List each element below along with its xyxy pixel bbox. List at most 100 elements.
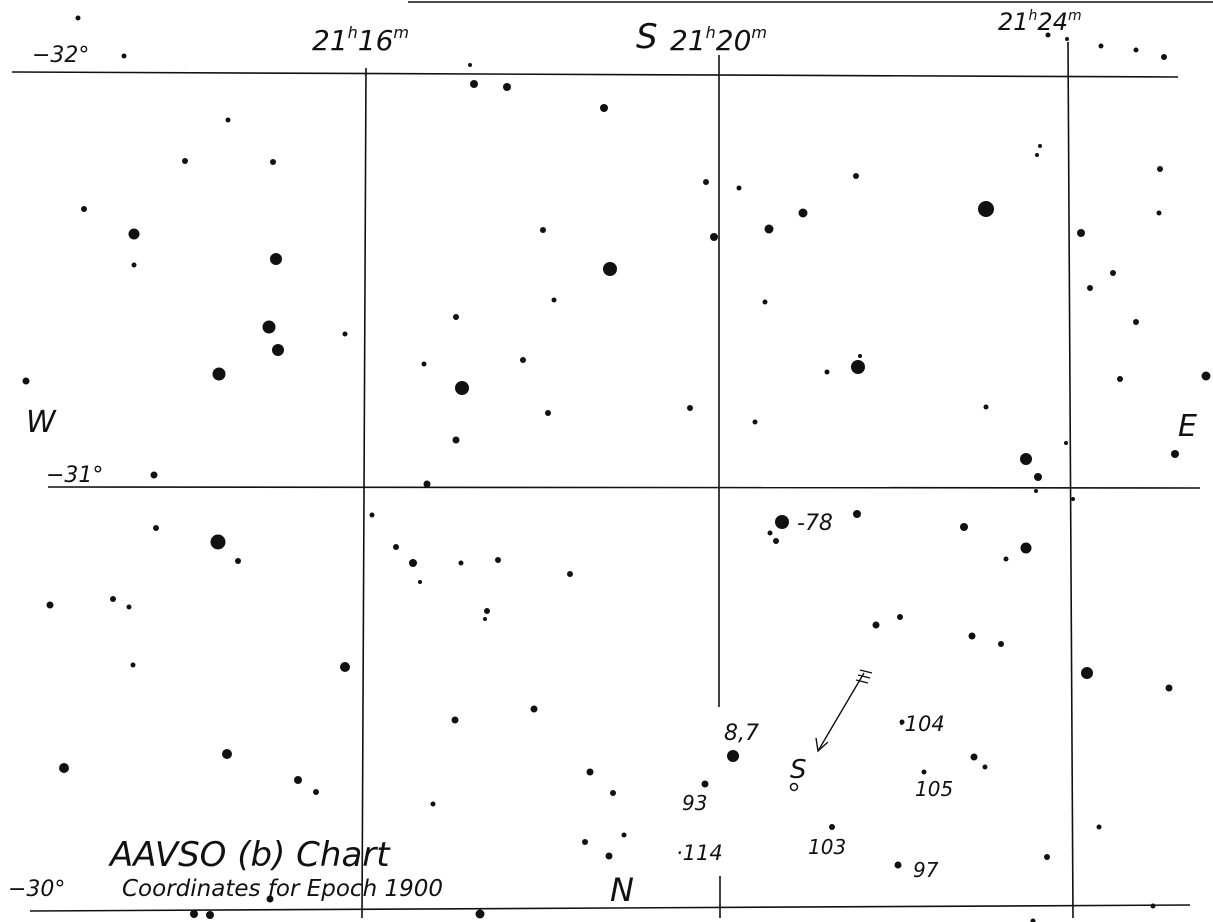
field-star (430, 801, 436, 807)
field-star (610, 790, 616, 796)
ra-label-21h20m: 21h20m (670, 23, 767, 57)
field-star (418, 580, 422, 584)
field-star (313, 789, 319, 795)
field-star (1034, 489, 1038, 493)
field-star (1201, 371, 1211, 381)
field-star (468, 63, 472, 67)
field-star (982, 764, 988, 770)
field-star (483, 617, 487, 621)
field-star (225, 117, 231, 123)
field-star (130, 662, 136, 668)
field-star (1045, 32, 1051, 38)
field-star (921, 769, 927, 775)
field-star (978, 201, 994, 217)
field-star (458, 560, 464, 566)
field-star (1087, 285, 1093, 291)
field-star (342, 331, 348, 337)
field-star (453, 314, 459, 320)
field-star (710, 233, 718, 241)
ra-line-16 (361, 67, 367, 919)
field-star (1020, 453, 1032, 465)
chart-caption: AAVSO (b) Chart Coordinates for Epoch 19… (108, 835, 443, 902)
field-star (851, 360, 865, 374)
field-star (81, 206, 87, 212)
field-star (212, 367, 226, 381)
field-star (603, 262, 617, 276)
field-star (1133, 319, 1139, 325)
field-star (1030, 918, 1036, 922)
field-star (970, 753, 978, 761)
field-star (1081, 667, 1093, 679)
field-star (1096, 824, 1102, 830)
field-star (1035, 153, 1039, 157)
ra-24-minutes: 24 (1037, 8, 1068, 36)
field-stars (22, 15, 1211, 922)
field-star (59, 763, 69, 773)
dec-line-32 (11, 71, 1179, 78)
field-star (46, 601, 54, 609)
variable-star-marker (789, 782, 799, 792)
field-star (899, 719, 905, 725)
chart-title: AAVSO (b) Chart (108, 835, 391, 875)
motion-arrow-feathers (855, 669, 873, 684)
ra-20-hours: 21 (670, 24, 706, 57)
field-star (1150, 903, 1156, 909)
field-star (1065, 37, 1069, 41)
field-star (1020, 542, 1032, 554)
field-star (983, 404, 989, 410)
field-star (470, 80, 478, 88)
field-star (701, 780, 709, 788)
field-star (773, 538, 779, 544)
comparison-labels: -78 8,7 93 ·114 103 ·104 105 97 (676, 511, 953, 882)
direction-south: S (636, 17, 658, 57)
field-star (1110, 270, 1116, 276)
field-star (206, 911, 214, 919)
field-star (798, 208, 808, 218)
comparison-label-105: 105 (915, 777, 953, 801)
field-star (775, 515, 789, 529)
ra-20-m-unit: m (751, 23, 767, 42)
field-star (150, 471, 158, 479)
field-star (340, 662, 350, 672)
ra-16-minutes: 16 (358, 24, 394, 57)
field-star (503, 83, 511, 91)
field-star (897, 614, 903, 620)
field-star (687, 405, 693, 411)
field-star (1171, 450, 1179, 458)
comparison-label-104: ·104 (898, 712, 945, 736)
chart-subtitle: Coordinates for Epoch 1900 (122, 876, 443, 902)
field-star (222, 749, 232, 759)
field-star (540, 227, 546, 233)
field-star (1034, 473, 1042, 481)
field-star (764, 224, 774, 234)
ra-20-minutes: 20 (716, 24, 752, 57)
field-star (567, 571, 573, 577)
field-star (75, 15, 81, 21)
ra-line-24 (1067, 41, 1074, 919)
field-star (1044, 854, 1050, 860)
field-star (270, 253, 282, 265)
field-star (703, 179, 709, 185)
comparison-label-103: 103 (808, 835, 846, 859)
field-star (968, 632, 976, 640)
field-star (752, 419, 758, 425)
field-star (272, 344, 284, 356)
field-star (409, 559, 417, 567)
field-star (727, 750, 739, 762)
field-star (421, 361, 427, 367)
field-star (455, 381, 469, 395)
grid (11, 1, 1213, 919)
field-star (182, 158, 188, 164)
field-star (1117, 376, 1123, 382)
field-star (190, 910, 198, 918)
field-star (858, 354, 862, 358)
dec-line-30 (29, 904, 1191, 912)
field-star (235, 558, 241, 564)
field-star (829, 824, 835, 830)
field-star (853, 173, 859, 179)
ra-24-h-unit: h (1029, 8, 1038, 24)
field-star (1156, 210, 1162, 216)
field-star (210, 534, 226, 550)
field-star (853, 510, 861, 518)
